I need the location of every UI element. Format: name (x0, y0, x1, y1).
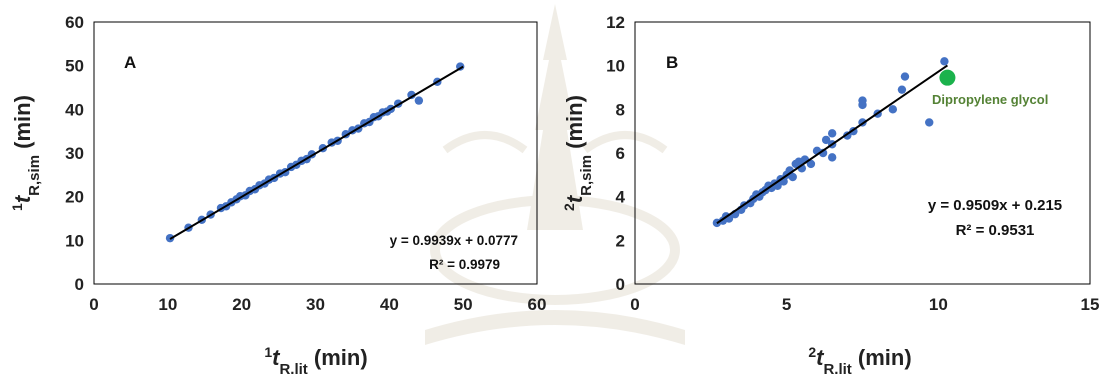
chart-a: 0 10 20 30 40 50 60 0 10 20 30 40 50 60 A y = 0.9939… (0, 0, 550, 374)
y-tick-label: 8 (616, 100, 625, 119)
x-tick-label: 60 (528, 295, 547, 314)
x-tick-label: 5 (782, 295, 791, 314)
highlight-annotation: Dipropylene glycol (932, 92, 1048, 107)
y-tick-label: 30 (65, 144, 84, 163)
y-tick-label: 2 (616, 231, 625, 250)
y-tick-label: 0 (616, 275, 625, 294)
x-axis-ticks: 0 5 10 15 (630, 295, 1099, 314)
x-tick-label: 50 (454, 295, 473, 314)
y-tick-label: 40 (65, 100, 84, 119)
y-tick-label: 60 (65, 13, 84, 32)
data-point (828, 153, 836, 161)
x-tick-label: 10 (929, 295, 948, 314)
y-tick-label: 50 (65, 57, 84, 76)
x-tick-label: 20 (232, 295, 251, 314)
y-axis-ticks: 0 2 4 6 8 10 12 (606, 13, 625, 294)
data-point (925, 118, 933, 126)
x-tick-label: 10 (158, 295, 177, 314)
trend-equation: y = 0.9509x + 0.215 (928, 197, 1062, 214)
y-axis-ticks: 0 10 20 30 40 50 60 (65, 13, 84, 294)
panel-label: B (666, 53, 678, 72)
y-tick-label: 4 (616, 188, 626, 207)
trend-equation: y = 0.9939x + 0.0777 (390, 233, 518, 248)
data-point (898, 85, 906, 93)
x-tick-label: 15 (1081, 295, 1100, 314)
y-tick-label: 10 (606, 57, 625, 76)
highlight-point (939, 70, 955, 86)
data-point (858, 96, 866, 104)
y-axis-label: 1tR,sim (min) (9, 95, 43, 211)
x-axis-label: 2tR,lit (min) (808, 344, 911, 374)
trendline (170, 67, 463, 239)
plot-area (635, 22, 1090, 284)
y-axis-label: 2tR,sim (min) (561, 95, 595, 211)
data-point (828, 129, 836, 137)
y-tick-label: 20 (65, 188, 84, 207)
data-point (889, 105, 897, 113)
x-tick-label: 0 (89, 295, 98, 314)
trendline (717, 65, 948, 223)
panel-label: A (124, 53, 136, 72)
x-axis-ticks: 0 10 20 30 40 50 60 (89, 295, 546, 314)
y-tick-label: 0 (75, 275, 84, 294)
data-point (415, 96, 423, 104)
y-tick-label: 10 (65, 231, 84, 250)
x-tick-label: 0 (630, 295, 639, 314)
data-point (940, 57, 948, 65)
y-tick-label: 6 (616, 144, 625, 163)
data-point (901, 72, 909, 80)
x-axis-label: 1tR,lit (min) (264, 344, 367, 374)
r-squared: R² = 0.9531 (956, 222, 1035, 239)
chart-b: 0 2 4 6 8 10 12 0 5 10 15 Dipropylene glycol B y … (552, 0, 1103, 374)
r-squared: R² = 0.9979 (429, 257, 500, 272)
x-tick-label: 30 (306, 295, 325, 314)
y-tick-label: 12 (606, 13, 625, 32)
x-tick-label: 40 (380, 295, 399, 314)
